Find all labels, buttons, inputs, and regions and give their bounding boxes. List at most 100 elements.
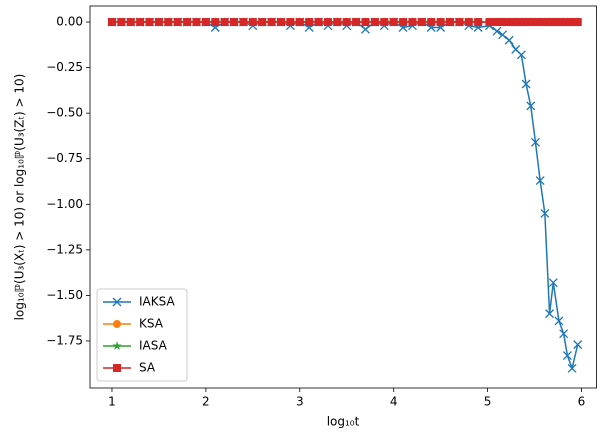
marker (516, 50, 526, 60)
marker (201, 18, 210, 27)
marker (154, 18, 163, 27)
marker (517, 18, 526, 27)
marker (568, 18, 577, 27)
marker (389, 18, 398, 27)
marker (333, 18, 342, 27)
marker (540, 208, 550, 218)
marker (145, 18, 154, 27)
marker (239, 18, 248, 27)
x-tick-label: 4 (390, 395, 398, 409)
marker (573, 18, 582, 27)
marker (173, 18, 182, 27)
marker (436, 18, 445, 27)
marker (323, 18, 332, 27)
marker (286, 18, 295, 27)
marker (258, 18, 267, 27)
marker (427, 18, 436, 27)
marker (455, 18, 464, 27)
marker (248, 18, 257, 27)
marker (498, 30, 508, 40)
marker (464, 18, 473, 27)
marker (521, 79, 531, 89)
marker (112, 341, 122, 350)
marker (562, 351, 572, 361)
x-axis-label: log₁₀t (327, 415, 360, 429)
marker (531, 137, 540, 147)
x-tick-label: 3 (296, 395, 304, 409)
x-tick-label: 1 (108, 395, 116, 409)
y-tick-label: 0.00 (56, 15, 83, 29)
marker (559, 329, 569, 339)
marker (548, 278, 558, 288)
marker (417, 18, 426, 27)
y-tick-label: −1.50 (46, 288, 83, 302)
marker (549, 18, 558, 27)
marker (492, 18, 501, 27)
y-tick-label: −1.00 (46, 197, 83, 211)
marker (352, 18, 361, 27)
marker (554, 316, 564, 326)
y-tick-label: −0.50 (46, 106, 83, 120)
marker (113, 320, 121, 328)
marker (370, 18, 379, 27)
marker (267, 18, 276, 27)
y-axis-label: log₁₀ℙ(U₃(Xₜ) > 10) or log₁₀ℙ(U₃(Zₜ) > 1… (13, 74, 27, 321)
marker (136, 18, 145, 27)
marker (504, 35, 514, 45)
marker (526, 18, 535, 27)
marker (305, 18, 314, 27)
marker (276, 18, 285, 27)
marker (408, 18, 417, 27)
marker (498, 18, 507, 27)
marker (511, 18, 520, 27)
marker (446, 18, 455, 27)
legend: IAKSA KSA IASA SA (96, 288, 188, 382)
legend-label: SA (139, 361, 156, 375)
marker (192, 18, 201, 27)
marker (536, 18, 545, 27)
marker (342, 18, 351, 27)
marker (113, 364, 121, 372)
legend-label: KSA (139, 317, 164, 331)
plot-area (107, 17, 583, 373)
y-tick-label: −1.25 (46, 242, 83, 256)
marker (567, 363, 577, 373)
y-tick-label: −0.25 (46, 60, 83, 74)
marker (531, 18, 540, 27)
marker (505, 18, 514, 27)
marker (211, 18, 220, 27)
marker (399, 18, 408, 27)
marker (314, 18, 323, 27)
y-tick-label: −1.75 (46, 333, 83, 347)
marker (492, 26, 502, 36)
marker (361, 24, 370, 34)
x-tick-label: 2 (202, 395, 210, 409)
legend-box (96, 288, 188, 382)
marker (522, 18, 531, 27)
y-tick-label: −0.75 (46, 151, 83, 165)
marker (183, 18, 192, 27)
legend-label: IASA (139, 339, 168, 353)
marker (117, 18, 126, 27)
marker (554, 18, 563, 27)
marker (361, 18, 370, 27)
marker (540, 18, 549, 27)
marker (295, 18, 304, 27)
marker (526, 101, 536, 111)
marker (485, 18, 494, 27)
x-tick-label: 6 (578, 395, 586, 409)
marker (474, 18, 483, 27)
marker (573, 340, 583, 350)
marker (107, 18, 116, 27)
x-tick-label: 5 (484, 395, 492, 409)
marker (380, 18, 389, 27)
marker (126, 18, 135, 27)
marker (220, 18, 229, 27)
marker (545, 309, 555, 319)
marker (164, 18, 173, 27)
marker (230, 18, 239, 27)
marker (535, 176, 545, 186)
marker (112, 297, 122, 307)
legend-label: IAKSA (139, 295, 175, 309)
